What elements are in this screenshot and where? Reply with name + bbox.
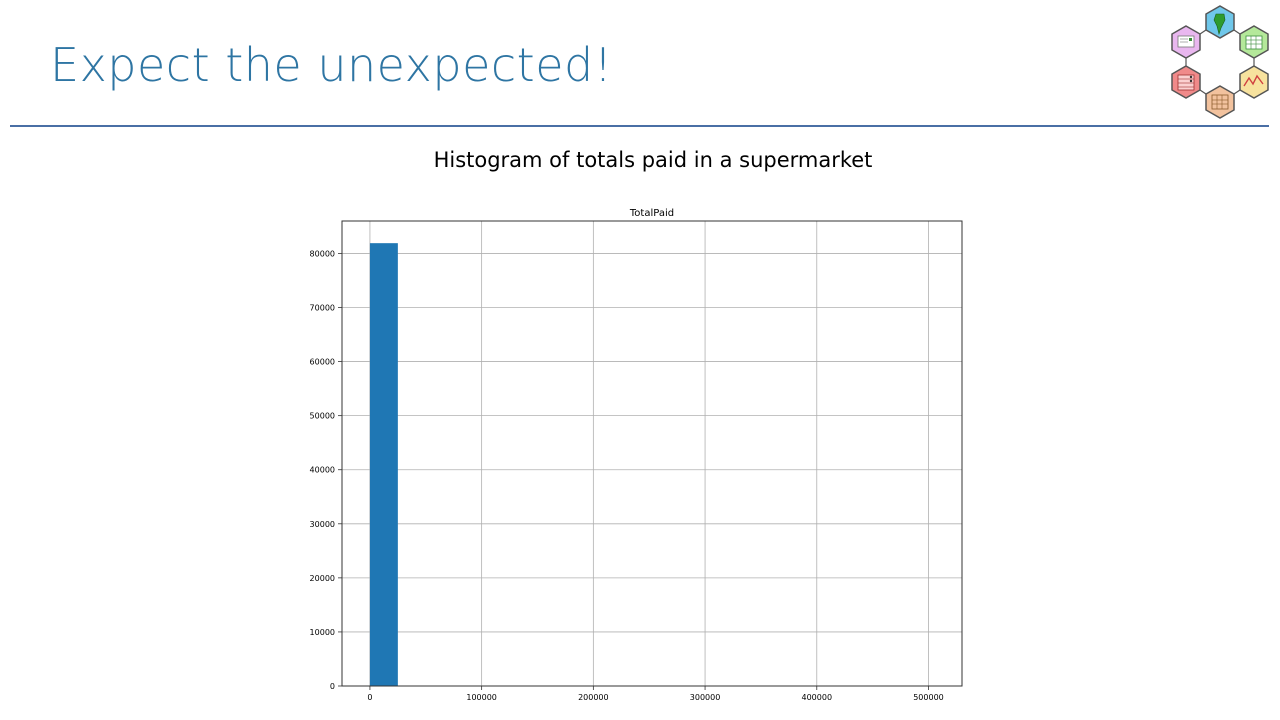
chart-subtitle: Histogram of totals paid in a supermarke… [433,148,873,172]
map-icon [1205,5,1235,39]
list-icon [1171,65,1201,99]
ticks: 0 100000 200000 300000 400000 500000 0 10000 200… [310,249,944,702]
y-tick-label: 40000 [310,466,335,475]
line-chart-icon [1239,65,1269,99]
title-divider [10,125,1269,127]
y-tick-label: 50000 [310,412,335,421]
x-tick-label: 100000 [466,693,497,702]
y-tick-label: 70000 [310,304,335,313]
x-tick-label: 200000 [578,693,609,702]
y-tick-label: 60000 [310,358,335,367]
x-tick-label: 0 [367,693,372,702]
bars [369,243,398,686]
slide-title: Expect the unexpected! [50,38,613,92]
y-tick-label: 30000 [310,520,335,529]
x-tick-label: 500000 [913,693,944,702]
y-tick-label: 80000 [310,249,335,258]
plot-frame [341,220,963,687]
y-tick-label: 10000 [310,628,335,637]
hexagon-logo [1171,5,1269,119]
x-tick-label: 400000 [802,693,833,702]
y-tick-label: 20000 [310,574,335,583]
y-tick-label: 0 [330,682,335,691]
x-tick-label: 300000 [690,693,721,702]
grid-lines [342,221,962,687]
histogram-bar [369,243,398,686]
chart-title: TotalPaid [629,208,674,219]
